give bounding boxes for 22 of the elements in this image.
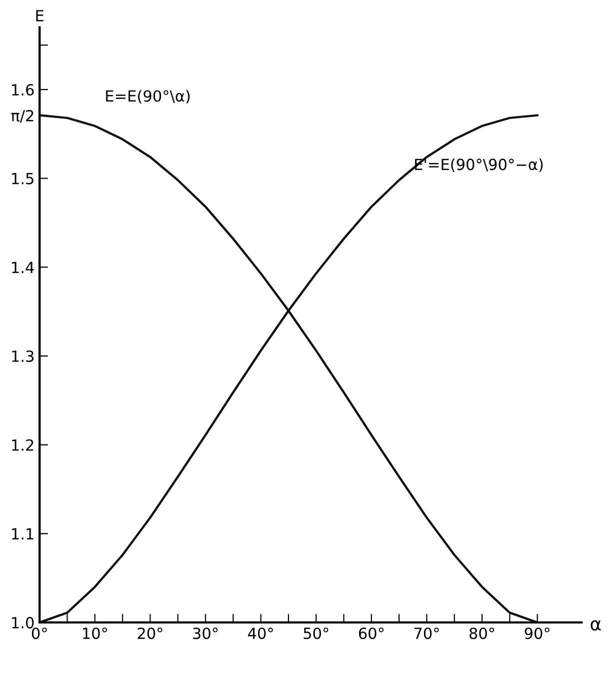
- y-tick-label: 1.1: [12, 528, 34, 540]
- y-tick-label: 1.6: [12, 84, 34, 96]
- y-tick-label: 1.3: [12, 350, 34, 362]
- x-tick-label: 60°: [358, 628, 384, 640]
- y-tick-label: 1.4: [12, 262, 34, 273]
- y-axis-title: E: [36, 10, 44, 22]
- x-axis-title: α: [590, 620, 601, 631]
- y-tick-label: 1.5: [12, 173, 34, 184]
- y-tick-label: 1.2: [12, 439, 34, 451]
- x-tick-label: 90°: [524, 628, 550, 640]
- y-tick-label: 1.0: [12, 616, 34, 628]
- x-tick-label: 40°: [248, 628, 273, 640]
- x-tick-label: 50°: [304, 628, 328, 640]
- x-tick-label: 10°: [83, 628, 107, 640]
- x-tick-label: 30°: [193, 628, 218, 640]
- x-tick-label: 80°: [470, 628, 494, 640]
- x-tick-label: 0°: [32, 628, 47, 640]
- annotation: E=E(90°\α): [106, 90, 190, 104]
- annotation: E'=E(90°\90°−α): [415, 158, 543, 172]
- x-tick-label: 70°: [414, 628, 439, 640]
- y-tick-label: π/2: [11, 110, 34, 123]
- x-tick-label: 20°: [138, 628, 162, 640]
